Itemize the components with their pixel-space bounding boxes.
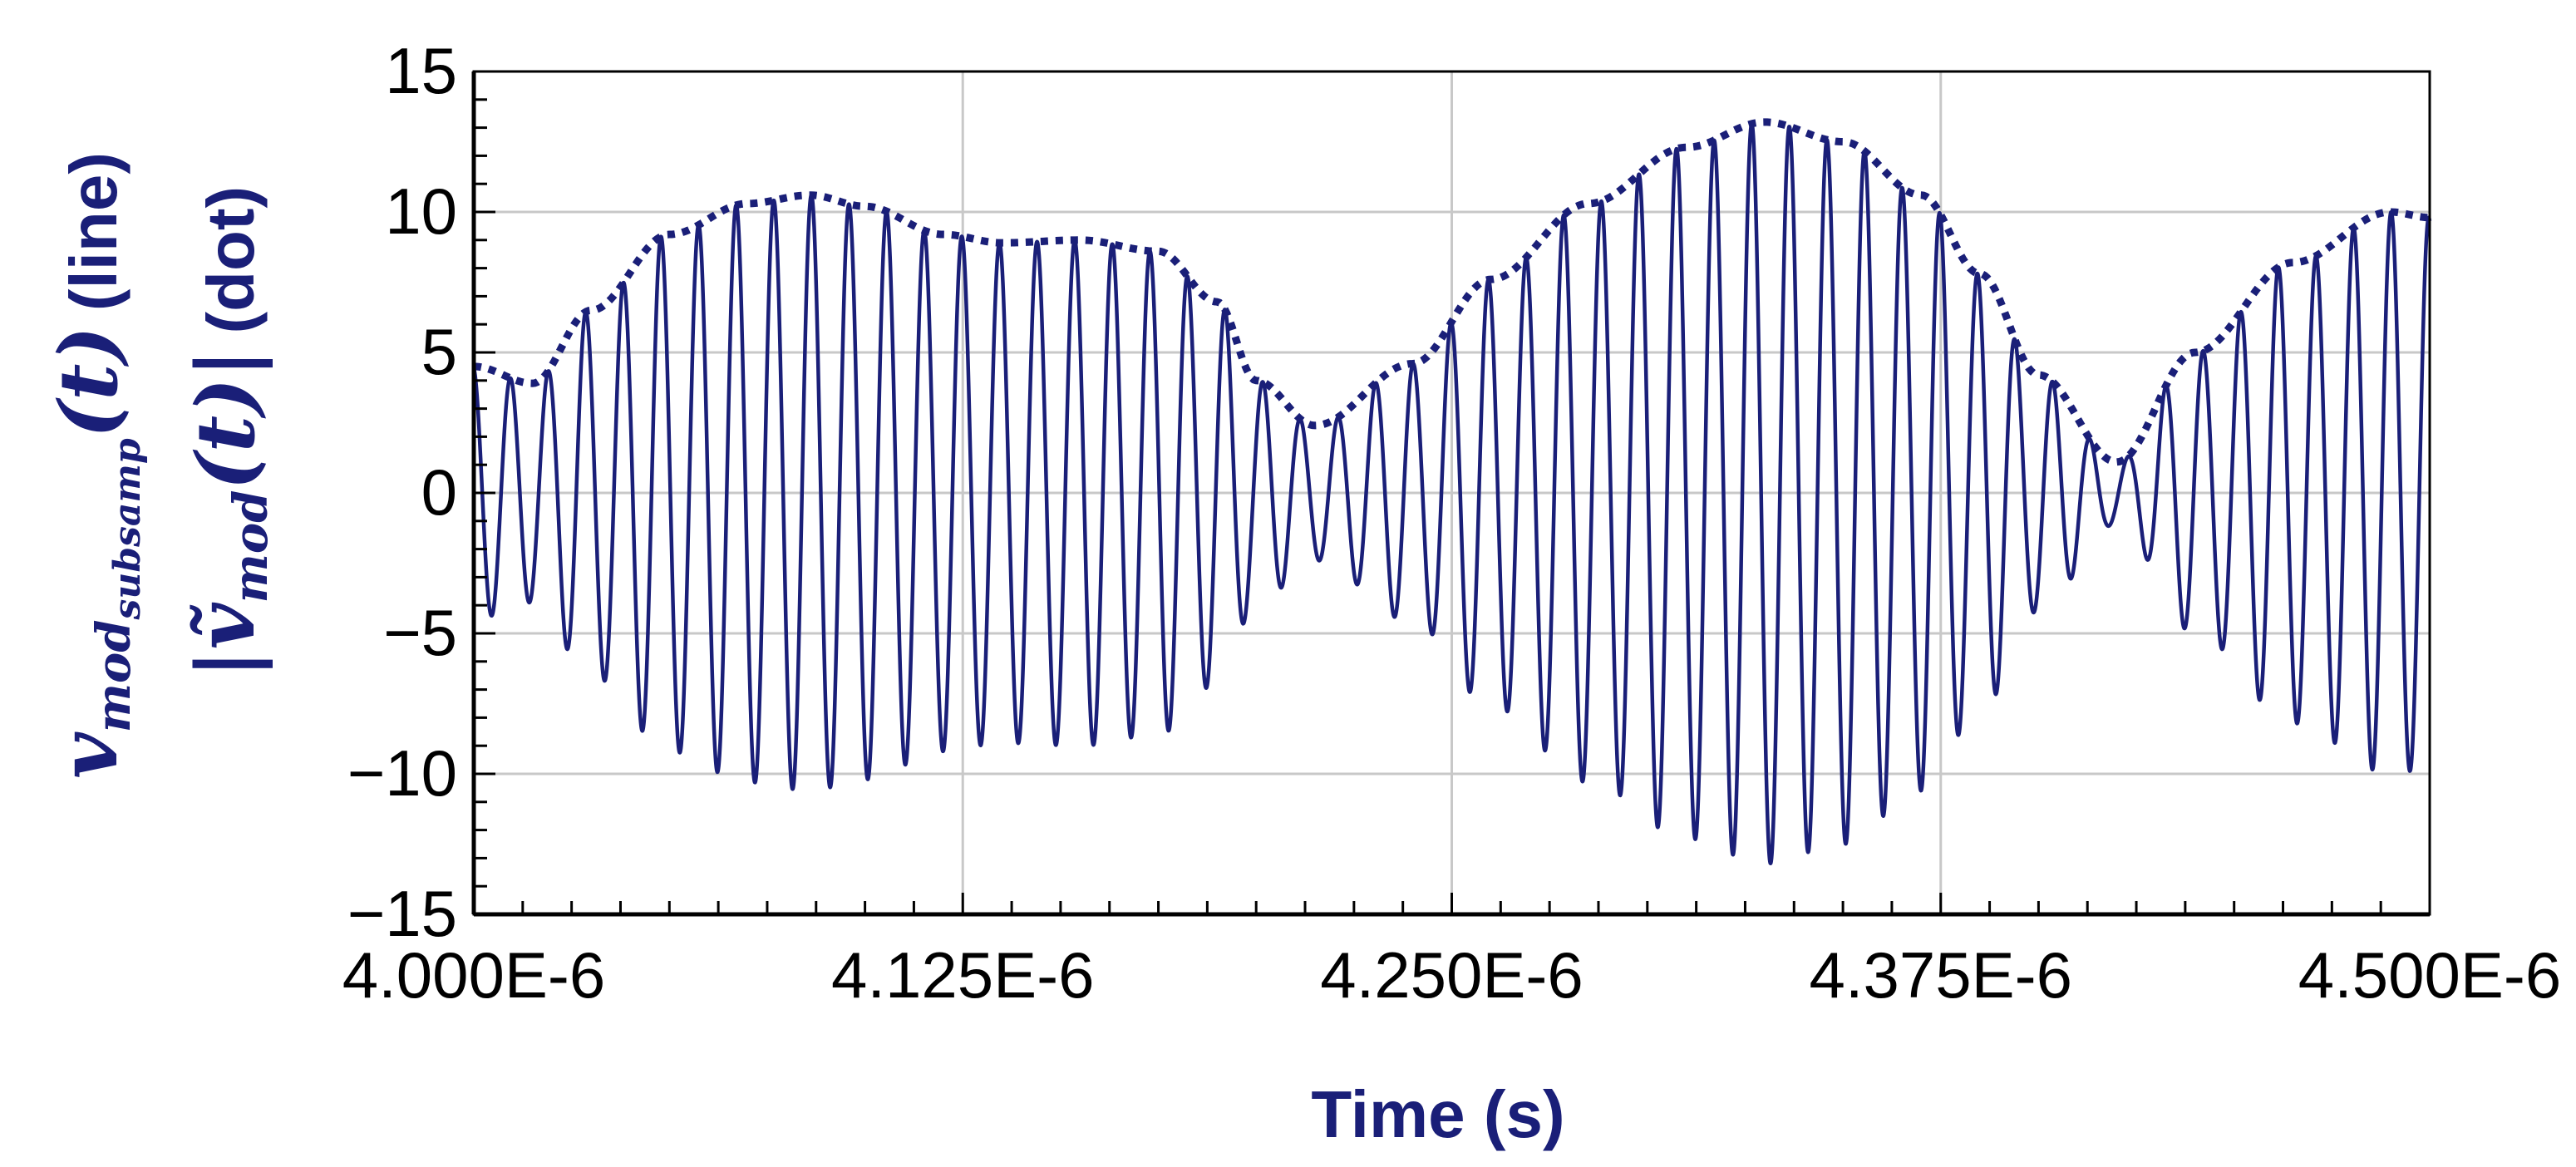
x-tick-label: 4.000E-6 [342, 938, 606, 1012]
y-axis-line2-sub: mod [224, 490, 278, 603]
x-tick-label: 4.500E-6 [2298, 938, 2562, 1012]
series-layer [471, 118, 2432, 866]
y-tick-label: 10 [385, 175, 457, 248]
y-axis-line2-open: | [179, 649, 273, 678]
ticks [472, 70, 2431, 916]
y-axis-line1-subsub: subsamp [106, 438, 149, 620]
tick-labels: 4.000E-6 4.125E-6 4.250E-6 4.375E-6 4.500E-6… [342, 34, 2562, 1012]
y-axis-title-line2: |ṽmod(t)|(dot) [179, 186, 278, 678]
y-axis-title: vmodsubsamp(t)(line) |ṽmod(t)|(dot) [42, 152, 278, 779]
y-tick-label: −10 [347, 736, 457, 810]
y-axis-line2-close: | [179, 349, 273, 378]
series-dot-envelope [473, 118, 2431, 466]
y-axis-line2-arg: (t) [179, 377, 273, 490]
x-tick-label: 4.125E-6 [831, 938, 1095, 1012]
y-axis-title-line1: vmodsubsamp(t) (line) [42, 152, 149, 779]
y-axis-line1-arg: (t) [42, 326, 135, 438]
y-axis-line2-suffix: (dot) [194, 186, 268, 334]
x-tick-label: 4.250E-6 [1320, 938, 1584, 1012]
y-tick-label: 0 [421, 455, 457, 529]
y-axis-line1-suffix: (line) [57, 152, 131, 311]
y-axis-line1-sub: mod [86, 619, 141, 732]
y-tick-label: 15 [385, 34, 457, 107]
x-axis-title: Time (s) [1311, 1077, 1564, 1151]
y-tick-label: −15 [347, 877, 457, 950]
y-tick-label: 5 [421, 315, 457, 388]
y-tick-label: −5 [383, 596, 457, 669]
y-axis-line2-symbol: ṽ [179, 602, 273, 649]
x-tick-label: 4.375E-6 [1809, 938, 2072, 1012]
y-axis-line1-symbol: v [42, 731, 135, 779]
